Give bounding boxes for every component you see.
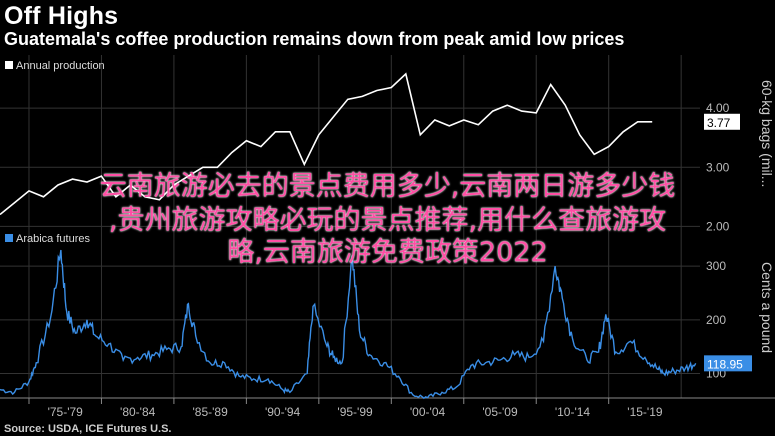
futures-y-tick-label: 200: [706, 313, 726, 327]
futures-last-value-badge: [704, 355, 752, 372]
x-tick-label: '10-'14: [555, 405, 591, 419]
page-title: Off Highs: [4, 2, 119, 30]
source-note: Source: USDA, ICE Futures U.S.: [4, 423, 172, 435]
production-series-line: [0, 72, 653, 216]
futures-legend-label: Arabica futures: [16, 233, 90, 245]
x-tick-label: '00-'04: [410, 405, 446, 419]
production-y-axis-label: 60-kg bags (mil...: [759, 80, 775, 187]
futures-y-tick-label: 300: [706, 259, 726, 273]
production-y-tick-label: 4.00: [706, 101, 730, 115]
x-tick-label: '90-'94: [265, 405, 301, 419]
x-tick-label: '05-'09: [482, 405, 518, 419]
x-tick-label: '15-'19: [627, 405, 663, 419]
production-legend-swatch: [5, 61, 13, 69]
futures-last-value-label: 118.95: [707, 357, 743, 371]
production-legend-label: Annual production: [16, 60, 105, 72]
overlay-text-line-1: 云南旅游必去的景点费用多少,云南两日游多少钱: [99, 171, 676, 202]
production-y-tick-label: 2.00: [706, 219, 730, 233]
production-last-value-label: 3.77: [707, 116, 731, 130]
overlay-text-line-3: 略,云南旅游免费政策2022: [227, 237, 548, 268]
x-tick-label: '95-'99: [337, 405, 373, 419]
x-tick-label: '80-'84: [120, 405, 156, 419]
overlay-text-line-2: ,贵州旅游攻略必玩的景点推荐,用什么查旅游攻: [108, 205, 667, 236]
production-y-tick-label: 3.00: [706, 160, 730, 174]
futures-series-line: [0, 249, 697, 400]
page-subtitle: Guatemala's coffee production remains do…: [4, 29, 625, 49]
futures-y-axis-label: Cents a pound: [759, 262, 775, 353]
x-tick-label: '75-'79: [48, 405, 84, 419]
x-tick-label: '85-'89: [193, 405, 229, 419]
production-last-value-badge: [704, 113, 740, 130]
futures-legend-swatch: [5, 234, 13, 242]
